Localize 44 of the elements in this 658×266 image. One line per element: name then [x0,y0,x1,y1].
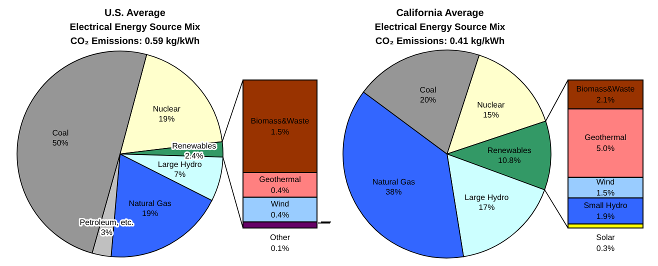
data-label: 19% [142,208,158,218]
slice-label: Nuclear [152,104,181,114]
series-label: Biomass&Waste [250,116,310,126]
chart-title: California Average [396,8,484,19]
slice-label: Renewables [487,146,532,155]
data-label: 3% [100,228,112,237]
text: CO₂ Emissions: 0.59 kg/kWh [70,36,200,47]
slice-label: Coal [52,128,69,138]
series-label: Wind [596,178,615,187]
slice-label: Natural Gas [372,177,416,186]
data-label: 2.4% [184,152,204,161]
data-label: 7% [174,170,186,180]
slice-label: Nuclear [477,100,506,110]
series-label: Solar [596,233,616,242]
series-label: Wind [270,200,290,208]
data-label: 20% [420,96,436,105]
chart-subtitle: Electrical Energy Source Mix [70,22,201,33]
series-label: Small Hydro [584,200,628,210]
data-label: 38% [386,187,402,196]
data-label: 0.3% [596,244,615,253]
data-label: 1.5% [596,188,615,198]
data-label: 0.1% [270,244,290,253]
data-label: 19% [158,114,175,124]
data-label: 0.4% [270,186,290,195]
data-label: 0.4% [270,210,290,220]
data-label: 1.5% [270,127,290,136]
chart-title: U.S. Average [104,8,166,19]
data-label: 2.1% [596,95,615,104]
slice-label: Large Hydro [158,160,202,170]
data-label: 1.9% [596,212,615,221]
slice-label: Large Hydro [464,193,510,202]
text: CO₂ Emissions: 0.41 kg/kWh [375,36,505,47]
data-label: 15% [482,110,499,120]
series-label: Other [270,233,290,242]
series-label: Geothermal [584,133,627,142]
slice-label: Coal [420,86,436,95]
series-label: Geothermal [259,174,302,184]
series-label: Biomass&Waste [576,84,636,94]
data-label: 5.0% [596,144,615,154]
data-label: 10.8% [498,156,521,165]
chart-subtitle: Electrical Energy Source Mix [374,22,506,33]
data-label: 50% [52,138,68,148]
slice-label: Natural Gas [128,198,172,208]
data-label: 17% [478,203,495,212]
